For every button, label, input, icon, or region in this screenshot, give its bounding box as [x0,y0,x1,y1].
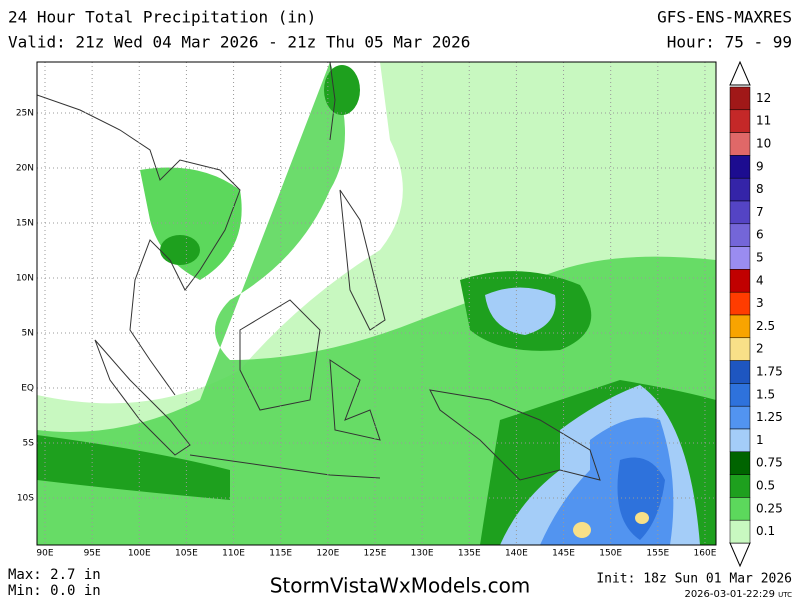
legend-label: 6 [756,228,764,242]
legend-swatch [729,155,751,179]
legend-label: 0.25 [756,501,783,515]
timestamp: 2026-03-01-22:29 [684,589,775,600]
lon-label: 120E [316,549,339,559]
legend-swatch [729,405,751,430]
map-frame [36,61,717,546]
lon-label: 110E [222,549,245,559]
legend-swatch [729,132,751,156]
legend-label: 0.1 [756,524,775,538]
legend-swatch [729,269,751,293]
lon-label: 115E [269,549,292,559]
legend-arrow-top [729,60,751,86]
legend-label: 1.5 [756,387,775,401]
legend-label: 11 [756,114,771,128]
legend-label: 0.5 [756,479,775,493]
lon-label: 160E [694,549,717,559]
legend-swatch [729,383,751,407]
legend-label: 10 [756,137,771,151]
lon-label: 100E [128,549,151,559]
legend-swatch [729,519,751,544]
legend-label: 8 [756,182,764,196]
map-field [37,62,716,545]
init-time: Init: 18z Sun 01 Mar 2026 [596,572,792,587]
lon-label: 105E [175,549,198,559]
min-value: Min: 0.0 in [8,583,101,599]
title: 24 Hour Total Precipitation (in) [8,8,316,27]
legend-label: 1.75 [756,365,783,379]
lat-label: 5S [23,439,35,449]
lon-label: 150E [599,549,622,559]
legend-swatch [729,474,751,498]
lat-label: 10S [17,494,34,504]
lon-label: 130E [411,549,434,559]
timestamp-utc: UTC [778,591,792,599]
legend-swatch [729,246,751,270]
legend-label: 2 [756,342,764,356]
legend-swatch [729,223,751,247]
legend-label: 1 [756,433,764,447]
lon-label: 135E [458,549,481,559]
legend-label: 3 [756,296,764,310]
lon-label: 125E [364,549,387,559]
color-legend: 12 11 10 9 8 7 6 5 4 3 2.5 2 1.75 1.5 1.25 1 0.75 0.5 0.25… [729,60,783,568]
legend-label: 1.25 [756,410,783,424]
legend-label: 2.5 [756,319,775,333]
legend-swatch [729,291,751,316]
valid-time: Valid: 21z Wed 04 Mar 2026 - 21z Thu 05 … [8,33,470,52]
legend-swatch [729,451,751,475]
max-value: Max: 2.7 in [8,567,101,583]
legend-label: 5 [756,251,764,265]
lat-label: 20N [16,164,34,174]
lat-label: EQ [21,384,34,394]
lon-label: 145E [552,549,575,559]
lat-label: 25N [16,109,34,119]
legend-swatch [729,360,751,384]
lon-label: 95E [84,549,101,559]
legend-label: 0.75 [756,456,783,470]
graticule: 25N 20N 15N 10N 5N EQ 5S 10S 90E 95E 100E 105E 110E 1… [16,62,717,559]
legend-swatch [729,314,751,339]
legend-swatch [729,337,751,361]
legend-label: 12 [756,91,771,105]
legend-swatch [729,109,751,133]
legend-arrow-bottom [729,542,751,568]
legend-swatch [729,177,751,202]
legend-label: 9 [756,159,764,173]
site-name: StormVistaWxModels.com [270,574,531,598]
lon-label: 155E [646,549,669,559]
lon-label: 90E [36,549,53,559]
lat-label: 10N [16,274,34,284]
legend-swatch [729,86,751,111]
legend-swatch [729,428,751,453]
lon-label: 140E [505,549,528,559]
forecast-hours: Hour: 75 - 99 [667,33,792,52]
legend-label: 7 [756,205,764,219]
legend-swatch [729,497,751,521]
legend-swatch [729,200,751,225]
legend-label: 4 [756,273,764,287]
lat-label: 5N [22,329,34,339]
lat-label: 15N [16,219,34,229]
model-name: GFS-ENS-MAXRES [657,8,792,27]
